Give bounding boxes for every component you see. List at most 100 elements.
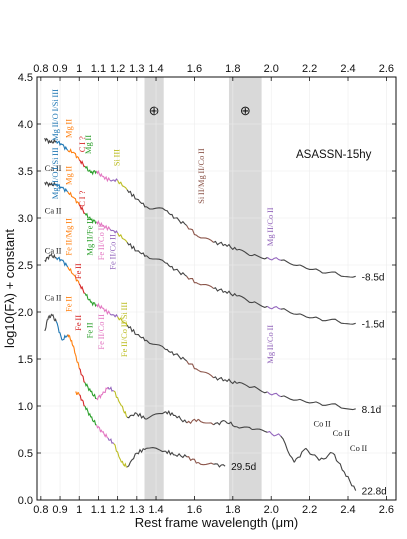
- spectrum-segment: [96, 302, 103, 310]
- spectrum-segment: [67, 191, 74, 198]
- spectrum-segment: [318, 402, 339, 407]
- y-tick-label: 4.5: [18, 72, 33, 84]
- spectrum-segment: [175, 217, 188, 226]
- spectrum-segment: [186, 360, 199, 371]
- spectrum-segment: [318, 452, 333, 461]
- spectrum-segment: [186, 456, 199, 464]
- spectrum-segment: [146, 411, 166, 420]
- spectrum-segment: [67, 148, 74, 154]
- y-axis-title: log10(Fλ) + constant: [2, 229, 17, 348]
- spectrum-segment: [109, 178, 119, 183]
- spectrum-segment: [90, 218, 97, 225]
- spectrum-segment: [224, 420, 237, 428]
- spectrum-segment: [55, 140, 63, 147]
- plot-frame: [36, 76, 397, 501]
- spectrum-segment: [117, 232, 128, 243]
- spectrum-segment: [332, 452, 345, 473]
- spectrum-segment: [213, 376, 226, 382]
- spectrum-segment: [51, 313, 57, 322]
- y-tick-label: 1.0: [18, 401, 33, 413]
- x-tick-label-top: 1.6: [187, 63, 202, 75]
- spectrum-segment: [251, 428, 268, 433]
- spectrum-segment: [78, 368, 86, 383]
- spectrum-segment: [44, 254, 51, 263]
- line-annotation: Si III: [112, 149, 122, 166]
- spectrum-segment: [61, 334, 69, 341]
- x-tick-label: 0.9: [52, 504, 67, 516]
- spectrum-segment: [95, 169, 103, 178]
- line-annotation: Fe II: [73, 263, 83, 279]
- spectrum-segment: [102, 175, 111, 183]
- spectrum-segment: [71, 340, 76, 355]
- phase-label: 8.1d: [362, 405, 381, 416]
- spectra-series: [44, 137, 357, 491]
- line-annotation: Fe II/Co II/Si III: [119, 302, 129, 357]
- line-annotation: Mg II/Fe II: [85, 218, 95, 256]
- telluric-band: [144, 77, 164, 500]
- spectrum-segment: [251, 386, 268, 394]
- spectrum-segment: [90, 416, 97, 426]
- phase-label: -8.5d: [362, 272, 385, 283]
- line-annotation: Co II: [350, 443, 367, 453]
- spectrum-segment: [267, 391, 282, 398]
- spectrum-segment: [44, 316, 50, 332]
- spectrum-segment: [338, 405, 356, 411]
- spectrum-segment: [84, 382, 92, 393]
- spectrum-segment: [61, 143, 69, 151]
- line-annotation: Fe II/Co II: [108, 234, 118, 270]
- spectrum-segment: [267, 305, 281, 310]
- line-annotation: Mg II/O I/Si III: [50, 147, 60, 199]
- line-annotation: C I ?: [77, 136, 87, 152]
- spectrum-segment: [109, 313, 119, 318]
- spectrum-segment: [75, 391, 80, 396]
- line-annotation: Fe II: [64, 296, 74, 312]
- x-tick-label-top: 2.0: [264, 63, 279, 75]
- x-tick-label: 1.4: [148, 504, 163, 516]
- x-tick-label: 0.8: [33, 504, 48, 516]
- spectrum-segment: [186, 275, 199, 285]
- x-tick-label: 2.6: [379, 504, 394, 516]
- spectrum-segment: [213, 287, 226, 294]
- phase-label: -1.5d: [362, 319, 385, 330]
- x-tick-label-top: 2.2: [302, 63, 317, 75]
- series-8.1d: [44, 253, 356, 411]
- spectrum-segment: [174, 415, 188, 424]
- spectrum-segment: [107, 437, 115, 445]
- x-tick-label-top: 0.9: [52, 63, 67, 75]
- spectrum-segment: [126, 452, 138, 468]
- spectrum-segment: [175, 353, 188, 362]
- spectrum-segment: [236, 381, 253, 388]
- spectrum-segment: [55, 183, 63, 190]
- spectrum-segment: [280, 259, 301, 266]
- x-tick-label-top: 1.4: [148, 63, 163, 75]
- line-annotation: Fe II: [73, 315, 83, 331]
- spectrum-segment: [117, 316, 128, 326]
- y-tick-label: 2.0: [18, 307, 33, 319]
- x-tick-label-top: 1.2: [110, 63, 125, 75]
- spectrum-segment: [126, 242, 137, 252]
- x-tick-label-top: 2.4: [340, 63, 355, 75]
- telluric-band: [228, 77, 262, 500]
- line-annotation: Mg II: [64, 166, 74, 185]
- spectrum-segment: [90, 390, 97, 400]
- x-tick-label: 2.2: [302, 504, 317, 516]
- x-axis-bottom: 0.8 0.9 1 1.1 1.2 1.3 1.4 1.6 1.8 2.0 2.2 2.4 2.6: [33, 496, 394, 516]
- spectrum-segment: [49, 181, 57, 187]
- spectrum-segment: [136, 334, 147, 342]
- spectrum-segment: [165, 348, 176, 356]
- line-annotation: Fe II/Co II: [96, 314, 106, 350]
- spectrum-segment: [61, 186, 69, 193]
- x-axis-top: 0.8 0.9 1 1.1 1.2 1.3 1.4 1.6 1.8 2.0 2.2 2.4 2.6: [33, 63, 394, 81]
- x-tick-label-top: 0.8: [33, 63, 48, 75]
- spectrum-segment: [197, 418, 214, 426]
- spectrum-segment: [136, 250, 147, 258]
- spectrum-segment: [280, 435, 295, 463]
- spectrum-segment: [90, 170, 98, 176]
- spectrum-segment: [299, 398, 320, 404]
- spectrum-segment: [318, 270, 339, 275]
- line-annotation: Co II: [333, 428, 350, 438]
- spectrum-segment: [165, 449, 176, 456]
